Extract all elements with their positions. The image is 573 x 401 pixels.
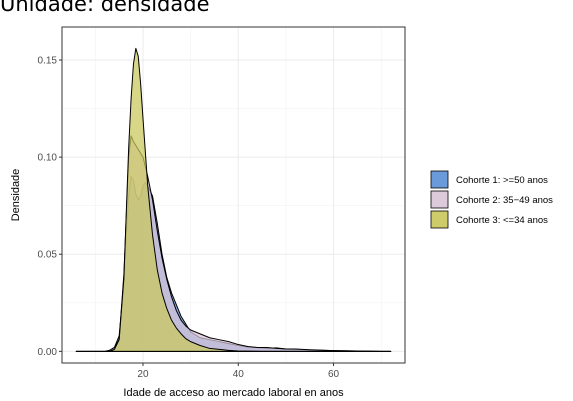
legend: Cohorte 1: >=50 anos Cohorte 2: 35−49 ano… [430,170,553,229]
y-tick-label: 0.10 [38,153,58,164]
legend-label: Cohorte 2: 35−49 anos [456,195,553,206]
legend-item: Cohorte 1: >=50 anos [430,170,548,189]
chart-title: Unidade: densidade [0,0,210,16]
legend-item: Cohorte 3: <=34 anos [430,210,548,229]
plot-panel [62,27,405,363]
x-tick-label: 20 [137,369,149,380]
density-areas [75,47,392,352]
legend-label: Cohorte 3: <=34 anos [456,215,548,226]
x-axis-title: Idade de acceso ao mercado laboral en an… [123,387,344,399]
panel-border [61,26,406,364]
x-tick-label: 60 [328,369,340,380]
y-axis-title: Densidade [10,169,22,222]
legend-swatch [430,170,449,189]
x-tick-label: 40 [233,369,245,380]
legend-swatch [430,190,449,209]
y-tick-label: 0.05 [38,250,58,261]
axes: 20 40 60 0.00 0.05 0.10 0.15 [38,56,340,380]
y-tick-label: 0.00 [38,347,58,358]
density-area-series-3 [75,47,392,352]
legend-item: Cohorte 2: 35−49 anos [430,190,553,209]
legend-label: Cohorte 1: >=50 anos [456,175,548,186]
y-tick-label: 0.15 [38,56,58,67]
panel-background [62,27,405,363]
legend-swatch [430,210,449,229]
